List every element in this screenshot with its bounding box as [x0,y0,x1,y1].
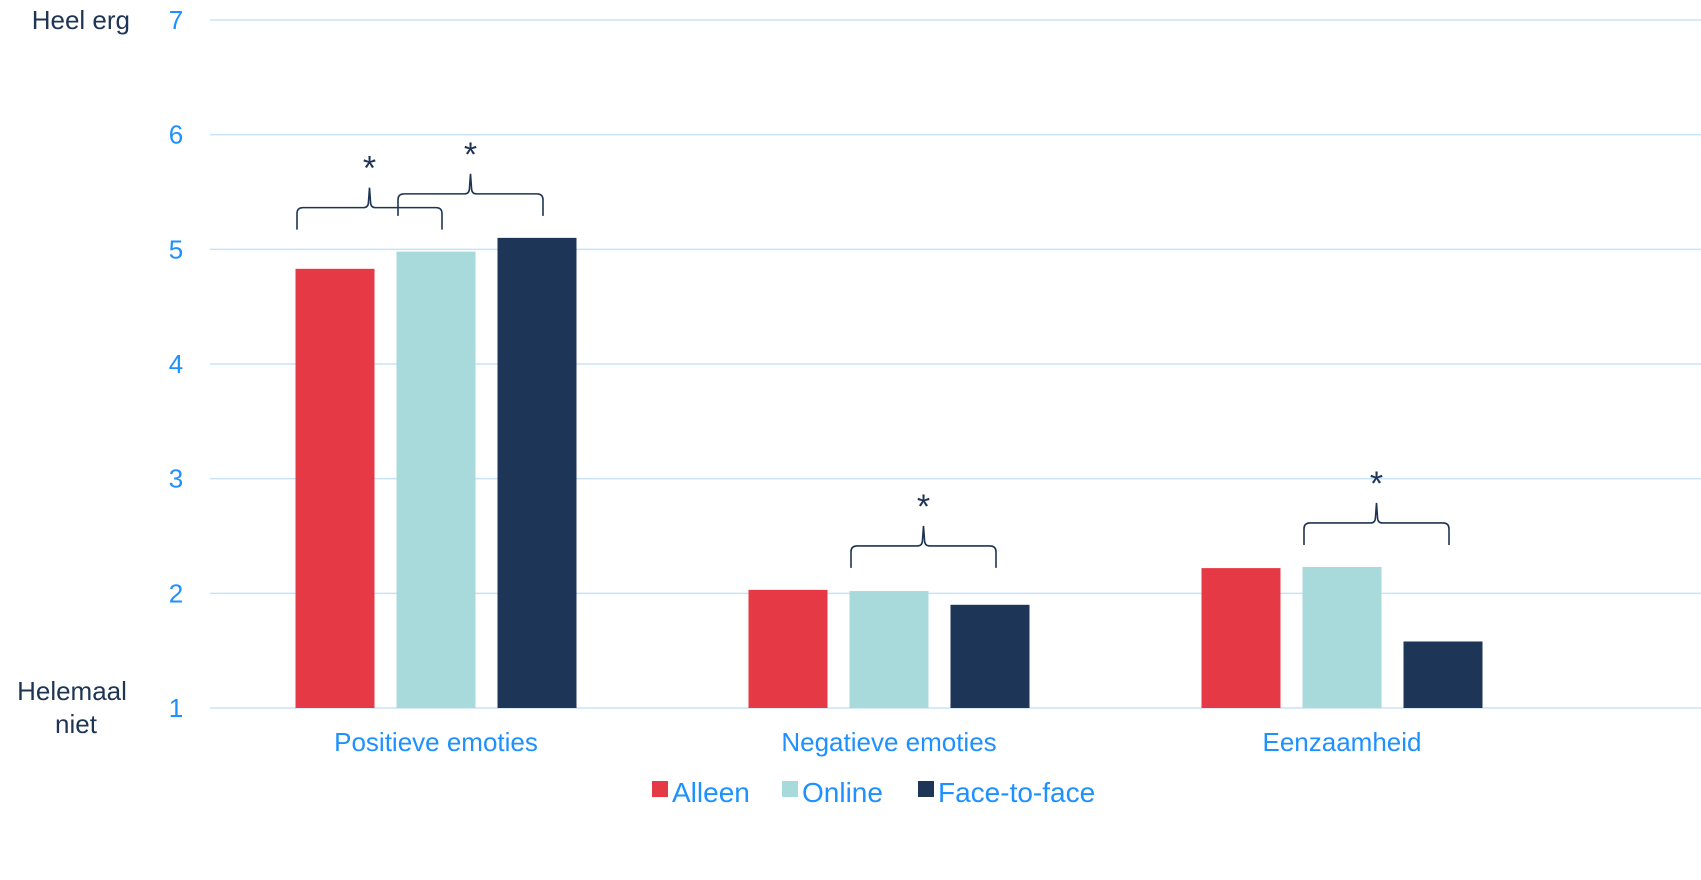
y-tick-label: 2 [169,578,183,608]
x-tick-label: Positieve emoties [334,727,538,757]
legend-entry: Online [802,777,883,808]
x-tick-label: Negatieve emoties [781,727,996,757]
significance-star: * [917,488,930,526]
bar [1302,566,1382,708]
bar [950,604,1030,708]
significance-star: * [464,136,477,174]
significance-bracket [296,187,443,230]
y-axis-top-label: Heel erg [32,5,130,35]
bars [295,237,1483,709]
legend-swatch [652,781,668,797]
bar [295,268,375,708]
legend: Alleen Online Face-to-face [652,777,1095,808]
bar [1403,641,1483,708]
bar [1201,568,1281,708]
y-tick-label: 7 [169,5,183,35]
y-tick-label: 6 [169,120,183,150]
y-axis-ticks: 1 2 3 4 5 6 7 [169,5,183,723]
bar [849,591,929,708]
bar [497,237,577,708]
y-tick-label: 4 [169,349,183,379]
x-tick-label: Eenzaamheid [1263,727,1422,757]
bar [748,589,828,708]
significance-markers: * * * * [296,136,1450,568]
bar [396,251,476,709]
y-tick-label: 1 [169,693,183,723]
significance-star: * [1370,465,1383,503]
significance-bracket [397,173,544,216]
legend-swatch [918,781,934,797]
significance-bracket [850,525,997,568]
legend-entry: Alleen [672,777,750,808]
significance-bracket [1303,502,1450,545]
category-labels: Positieve emoties Negatieve emoties Eenzaa… [334,727,1421,757]
y-tick-label: 3 [169,464,183,494]
legend-swatch [782,781,798,797]
y-tick-label: 5 [169,234,183,264]
legend-entry: Face-to-face [938,777,1095,808]
significance-star: * [363,150,376,188]
y-axis-bottom-label: Helemaal niet [17,676,127,739]
